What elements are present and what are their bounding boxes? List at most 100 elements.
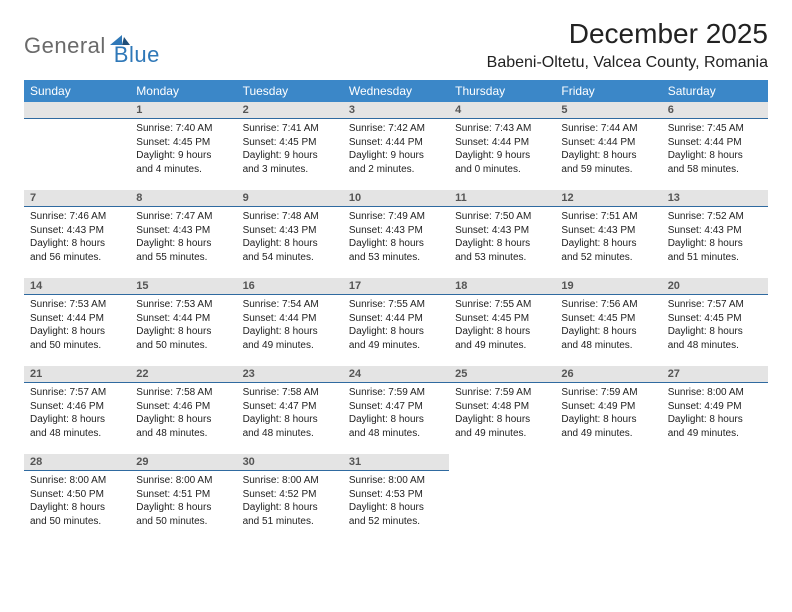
calendar-table: SundayMondayTuesdayWednesdayThursdayFrid…	[24, 80, 768, 542]
header: General Blue December 2025 Babeni-Oltetu…	[24, 18, 768, 72]
weekday-header: Saturday	[662, 80, 768, 102]
calendar-cell: 23Sunrise: 7:58 AMSunset: 4:47 PMDayligh…	[237, 366, 343, 454]
weekday-header: Sunday	[24, 80, 130, 102]
day-details: Sunrise: 7:54 AMSunset: 4:44 PMDaylight:…	[237, 295, 343, 352]
day-number: 20	[662, 278, 768, 295]
day-number: 15	[130, 278, 236, 295]
day-details: Sunrise: 7:52 AMSunset: 4:43 PMDaylight:…	[662, 207, 768, 264]
calendar-cell: 2Sunrise: 7:41 AMSunset: 4:45 PMDaylight…	[237, 102, 343, 190]
day-number: 5	[555, 102, 661, 119]
location-label: Babeni-Oltetu, Valcea County, Romania	[487, 54, 768, 72]
calendar-row: 7Sunrise: 7:46 AMSunset: 4:43 PMDaylight…	[24, 190, 768, 278]
calendar-cell: 25Sunrise: 7:59 AMSunset: 4:48 PMDayligh…	[449, 366, 555, 454]
day-details: Sunrise: 7:48 AMSunset: 4:43 PMDaylight:…	[237, 207, 343, 264]
calendar-cell	[662, 454, 768, 542]
day-number: 3	[343, 102, 449, 119]
day-number: 26	[555, 366, 661, 383]
calendar-cell	[24, 102, 130, 190]
day-details: Sunrise: 7:41 AMSunset: 4:45 PMDaylight:…	[237, 119, 343, 176]
day-details: Sunrise: 7:55 AMSunset: 4:45 PMDaylight:…	[449, 295, 555, 352]
day-details: Sunrise: 7:50 AMSunset: 4:43 PMDaylight:…	[449, 207, 555, 264]
day-details: Sunrise: 7:55 AMSunset: 4:44 PMDaylight:…	[343, 295, 449, 352]
day-number: 10	[343, 190, 449, 207]
day-number: 6	[662, 102, 768, 119]
calendar-cell: 4Sunrise: 7:43 AMSunset: 4:44 PMDaylight…	[449, 102, 555, 190]
day-details: Sunrise: 7:53 AMSunset: 4:44 PMDaylight:…	[130, 295, 236, 352]
calendar-cell: 17Sunrise: 7:55 AMSunset: 4:44 PMDayligh…	[343, 278, 449, 366]
calendar-cell: 30Sunrise: 8:00 AMSunset: 4:52 PMDayligh…	[237, 454, 343, 542]
calendar-cell: 26Sunrise: 7:59 AMSunset: 4:49 PMDayligh…	[555, 366, 661, 454]
day-number: 11	[449, 190, 555, 207]
day-details: Sunrise: 7:49 AMSunset: 4:43 PMDaylight:…	[343, 207, 449, 264]
calendar-row: 14Sunrise: 7:53 AMSunset: 4:44 PMDayligh…	[24, 278, 768, 366]
calendar-cell: 10Sunrise: 7:49 AMSunset: 4:43 PMDayligh…	[343, 190, 449, 278]
calendar-cell: 28Sunrise: 8:00 AMSunset: 4:50 PMDayligh…	[24, 454, 130, 542]
calendar-cell: 20Sunrise: 7:57 AMSunset: 4:45 PMDayligh…	[662, 278, 768, 366]
weekday-header: Monday	[130, 80, 236, 102]
day-number: 17	[343, 278, 449, 295]
calendar-cell: 29Sunrise: 8:00 AMSunset: 4:51 PMDayligh…	[130, 454, 236, 542]
day-number: 22	[130, 366, 236, 383]
calendar-cell: 24Sunrise: 7:59 AMSunset: 4:47 PMDayligh…	[343, 366, 449, 454]
calendar-cell: 18Sunrise: 7:55 AMSunset: 4:45 PMDayligh…	[449, 278, 555, 366]
day-number: 9	[237, 190, 343, 207]
calendar-cell: 9Sunrise: 7:48 AMSunset: 4:43 PMDaylight…	[237, 190, 343, 278]
day-details: Sunrise: 8:00 AMSunset: 4:49 PMDaylight:…	[662, 383, 768, 440]
day-details: Sunrise: 7:47 AMSunset: 4:43 PMDaylight:…	[130, 207, 236, 264]
title-block: December 2025 Babeni-Oltetu, Valcea Coun…	[487, 18, 768, 72]
day-details: Sunrise: 7:44 AMSunset: 4:44 PMDaylight:…	[555, 119, 661, 176]
day-number: 2	[237, 102, 343, 119]
weekday-header: Friday	[555, 80, 661, 102]
weekday-header: Tuesday	[237, 80, 343, 102]
day-number: 4	[449, 102, 555, 119]
calendar-cell: 7Sunrise: 7:46 AMSunset: 4:43 PMDaylight…	[24, 190, 130, 278]
calendar-cell: 1Sunrise: 7:40 AMSunset: 4:45 PMDaylight…	[130, 102, 236, 190]
calendar-cell: 31Sunrise: 8:00 AMSunset: 4:53 PMDayligh…	[343, 454, 449, 542]
calendar-cell	[555, 454, 661, 542]
day-details: Sunrise: 7:59 AMSunset: 4:48 PMDaylight:…	[449, 383, 555, 440]
day-number: 23	[237, 366, 343, 383]
day-number: 24	[343, 366, 449, 383]
calendar-cell: 12Sunrise: 7:51 AMSunset: 4:43 PMDayligh…	[555, 190, 661, 278]
calendar-row: 28Sunrise: 8:00 AMSunset: 4:50 PMDayligh…	[24, 454, 768, 542]
day-details: Sunrise: 7:51 AMSunset: 4:43 PMDaylight:…	[555, 207, 661, 264]
calendar-cell: 3Sunrise: 7:42 AMSunset: 4:44 PMDaylight…	[343, 102, 449, 190]
day-details: Sunrise: 7:59 AMSunset: 4:47 PMDaylight:…	[343, 383, 449, 440]
calendar-row: 21Sunrise: 7:57 AMSunset: 4:46 PMDayligh…	[24, 366, 768, 454]
day-number: 16	[237, 278, 343, 295]
day-number: 7	[24, 190, 130, 207]
calendar-cell: 11Sunrise: 7:50 AMSunset: 4:43 PMDayligh…	[449, 190, 555, 278]
logo-text-general: General	[24, 33, 106, 59]
calendar-row: 1Sunrise: 7:40 AMSunset: 4:45 PMDaylight…	[24, 102, 768, 190]
day-number: 14	[24, 278, 130, 295]
calendar-cell: 5Sunrise: 7:44 AMSunset: 4:44 PMDaylight…	[555, 102, 661, 190]
day-details: Sunrise: 8:00 AMSunset: 4:50 PMDaylight:…	[24, 471, 130, 528]
day-details: Sunrise: 7:56 AMSunset: 4:45 PMDaylight:…	[555, 295, 661, 352]
calendar-cell: 16Sunrise: 7:54 AMSunset: 4:44 PMDayligh…	[237, 278, 343, 366]
day-details: Sunrise: 7:45 AMSunset: 4:44 PMDaylight:…	[662, 119, 768, 176]
day-details: Sunrise: 7:59 AMSunset: 4:49 PMDaylight:…	[555, 383, 661, 440]
calendar-cell: 19Sunrise: 7:56 AMSunset: 4:45 PMDayligh…	[555, 278, 661, 366]
day-details: Sunrise: 8:00 AMSunset: 4:53 PMDaylight:…	[343, 471, 449, 528]
day-details: Sunrise: 8:00 AMSunset: 4:52 PMDaylight:…	[237, 471, 343, 528]
calendar-cell: 15Sunrise: 7:53 AMSunset: 4:44 PMDayligh…	[130, 278, 236, 366]
day-number: 1	[130, 102, 236, 119]
day-details: Sunrise: 7:53 AMSunset: 4:44 PMDaylight:…	[24, 295, 130, 352]
day-details: Sunrise: 8:00 AMSunset: 4:51 PMDaylight:…	[130, 471, 236, 528]
month-title: December 2025	[487, 18, 768, 50]
logo-text-blue: Blue	[114, 42, 160, 68]
logo: General Blue	[24, 24, 160, 68]
day-details: Sunrise: 7:58 AMSunset: 4:47 PMDaylight:…	[237, 383, 343, 440]
day-details: Sunrise: 7:57 AMSunset: 4:46 PMDaylight:…	[24, 383, 130, 440]
empty-day-bar	[24, 102, 130, 119]
calendar-page: General Blue December 2025 Babeni-Oltetu…	[0, 0, 792, 542]
calendar-cell: 22Sunrise: 7:58 AMSunset: 4:46 PMDayligh…	[130, 366, 236, 454]
weekday-header: Thursday	[449, 80, 555, 102]
day-details: Sunrise: 7:46 AMSunset: 4:43 PMDaylight:…	[24, 207, 130, 264]
calendar-body: 1Sunrise: 7:40 AMSunset: 4:45 PMDaylight…	[24, 102, 768, 542]
day-details: Sunrise: 7:57 AMSunset: 4:45 PMDaylight:…	[662, 295, 768, 352]
day-number: 19	[555, 278, 661, 295]
day-number: 13	[662, 190, 768, 207]
calendar-cell: 6Sunrise: 7:45 AMSunset: 4:44 PMDaylight…	[662, 102, 768, 190]
day-number: 25	[449, 366, 555, 383]
